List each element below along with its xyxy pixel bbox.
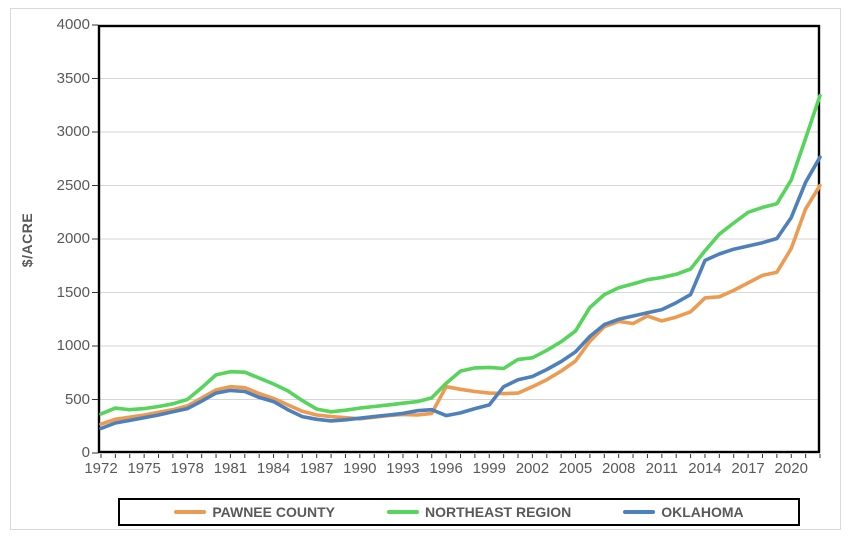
x-axis-tick-label: 1996	[429, 460, 463, 477]
x-axis-tick-label: 2017	[731, 460, 765, 477]
x-axis-tick-label: 1990	[343, 460, 377, 477]
northeast-region-line-swatch	[386, 510, 419, 514]
x-axis-tick-label: 1975	[127, 460, 161, 477]
y-axis-tick-label: 2500	[56, 176, 90, 194]
x-axis-tick-label: 2011	[645, 460, 678, 477]
legend-label: NORTHEAST REGION	[424, 504, 572, 520]
x-axis-tick-label: 1978	[170, 460, 204, 477]
legend: PAWNEE COUNTY NORTHEAST REGION OKLAHOMA	[118, 498, 800, 526]
legend-item-northeast-region: NORTHEAST REGION	[386, 504, 572, 520]
y-axis-tick-label: 2000	[56, 230, 90, 247]
x-axis-tick-label: 2014	[688, 460, 722, 477]
legend-item-oklahoma: OKLAHOMA	[623, 504, 744, 520]
y-axis-tick-label: 1500	[56, 283, 90, 301]
x-axis-tick-label: 1993	[386, 460, 420, 477]
legend-item-pawnee-county: PAWNEE COUNTY	[174, 504, 335, 520]
y-axis-tick-label: 3000	[56, 123, 90, 140]
x-axis-tick-label: 2020	[774, 460, 808, 477]
x-axis-tick-label: 2005	[558, 460, 593, 477]
legend-label: PAWNEE COUNTY	[212, 504, 335, 520]
pawnee-county-line-swatch	[174, 510, 207, 514]
y-axis-tick-label: 1000	[56, 337, 90, 354]
oklahoma-line-swatch	[623, 510, 656, 514]
plot-area	[92, 24, 822, 458]
y-axis-title: $/ACRE	[19, 212, 35, 268]
x-axis-tick-label: 2008	[601, 460, 636, 477]
x-axis-tick-label: 1981	[213, 460, 248, 477]
x-axis-tick-label: 2002	[515, 460, 550, 477]
x-axis-tick-label: 1999	[472, 460, 506, 477]
legend-label: OKLAHOMA	[661, 504, 744, 520]
y-axis-tick-label: 500	[64, 390, 90, 408]
y-axis-tick-label: 3500	[56, 69, 90, 87]
y-axis-tick-label: 4000	[56, 16, 90, 33]
x-axis-tick-label: 1987	[300, 460, 334, 477]
x-axis-tick-label: 1984	[256, 460, 291, 477]
x-axis-tick-label: 1972	[84, 460, 118, 477]
y-axis-tick-label: 0	[81, 444, 90, 461]
